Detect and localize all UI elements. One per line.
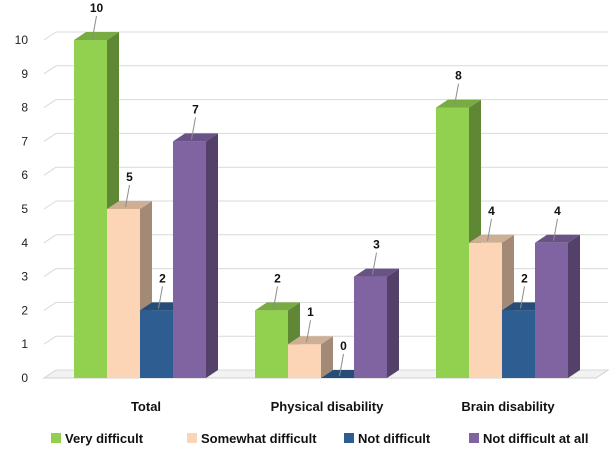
y-tick-label: 10 xyxy=(15,33,29,47)
legend-label: Not difficult at all xyxy=(483,431,588,446)
data-label-leader xyxy=(553,218,558,241)
bar-front xyxy=(107,209,140,378)
data-label: 1 xyxy=(307,305,314,319)
bar-top xyxy=(354,268,399,277)
data-label-leader xyxy=(454,83,459,106)
y-tick-label: 4 xyxy=(21,236,28,250)
data-label-leader xyxy=(273,286,278,309)
bar-front xyxy=(436,107,469,378)
bar-front xyxy=(74,40,107,378)
bar xyxy=(436,99,481,378)
y-tick-label: 1 xyxy=(21,337,28,351)
y-tick-label: 8 xyxy=(21,101,28,115)
data-label: 4 xyxy=(554,204,561,218)
data-label: 3 xyxy=(373,238,380,252)
x-category-label: Physical disability xyxy=(271,399,384,414)
bar-top xyxy=(535,234,580,243)
bar-side xyxy=(206,133,218,378)
bar-front xyxy=(288,344,321,378)
legend-item: Not difficult xyxy=(344,431,431,446)
data-label-leader xyxy=(158,286,163,309)
bar-front xyxy=(469,242,502,378)
bar xyxy=(173,133,218,378)
data-label-leader xyxy=(191,117,196,140)
legend-item: Not difficult at all xyxy=(469,431,588,446)
y-tick-label: 3 xyxy=(21,270,28,284)
y-tick-label: 9 xyxy=(21,67,28,81)
bar-side xyxy=(568,234,580,378)
bar-top xyxy=(469,234,514,243)
y-axis: 0 1 2 3 4 5 6 7 8 9 10 xyxy=(15,33,29,385)
data-label-leader xyxy=(92,15,97,39)
gridline-side xyxy=(43,31,57,41)
data-label: 5 xyxy=(126,170,133,184)
data-label: 10 xyxy=(90,1,104,15)
gridline-side xyxy=(43,200,57,210)
bar-front xyxy=(354,276,387,378)
data-label: 2 xyxy=(521,271,528,285)
legend-swatch xyxy=(187,433,197,443)
legend-item: Somewhat difficult xyxy=(187,431,317,446)
bars xyxy=(74,32,580,378)
data-label: 2 xyxy=(159,271,166,285)
data-label-leader xyxy=(520,286,525,309)
bar-top xyxy=(436,99,481,108)
data-label-leader xyxy=(372,252,377,275)
legend-swatch xyxy=(469,433,479,443)
gridline-side xyxy=(43,99,57,109)
gridline-side xyxy=(43,335,57,345)
bar xyxy=(354,268,399,378)
bar xyxy=(535,234,580,378)
legend-swatch xyxy=(344,433,354,443)
gridline-side xyxy=(43,369,57,379)
gridline-side xyxy=(43,268,57,278)
legend-label: Very difficult xyxy=(65,431,144,446)
legend-swatch xyxy=(51,433,61,443)
bar-top xyxy=(288,336,333,345)
bar-top xyxy=(74,32,119,40)
gridline-side xyxy=(43,301,57,311)
y-tick-label: 7 xyxy=(21,134,28,148)
bar xyxy=(288,336,333,378)
x-category-label: Total xyxy=(131,399,161,414)
y-tick-label: 6 xyxy=(21,168,28,182)
data-label: 7 xyxy=(192,102,199,116)
x-axis-categories: Total Physical disability Brain disability xyxy=(131,399,555,414)
data-label: 8 xyxy=(455,69,462,83)
y-tick-label: 0 xyxy=(21,371,28,385)
bar-top xyxy=(255,302,300,311)
x-category-label: Brain disability xyxy=(461,399,555,414)
bar-top xyxy=(173,133,218,142)
bar-front xyxy=(502,310,535,378)
data-label-leader xyxy=(306,320,311,343)
bar-front xyxy=(173,141,206,378)
bar-front xyxy=(535,242,568,378)
bar-top xyxy=(107,201,152,209)
data-label: 2 xyxy=(274,271,281,285)
y-tick-label: 5 xyxy=(21,202,28,216)
bar-front xyxy=(140,310,173,378)
y-tick-label: 2 xyxy=(21,303,28,317)
legend-label: Not difficult xyxy=(358,431,431,446)
data-label: 4 xyxy=(488,204,495,218)
bar xyxy=(107,201,152,378)
gridline-side xyxy=(43,65,57,75)
bar-side xyxy=(387,268,399,378)
gridline-side xyxy=(43,132,57,142)
gridline-side xyxy=(43,166,57,176)
data-label: 0 xyxy=(340,339,347,353)
bar-side xyxy=(321,336,333,378)
legend-item: Very difficult xyxy=(51,431,144,446)
legend: Very difficult Somewhat difficult Not diff… xyxy=(51,431,588,446)
legend-label: Somewhat difficult xyxy=(201,431,317,446)
bar-front xyxy=(255,310,288,378)
data-label-leader xyxy=(125,184,130,208)
data-label-leader xyxy=(487,218,492,241)
gridline-side xyxy=(43,234,57,244)
data-label-leader xyxy=(339,353,344,377)
